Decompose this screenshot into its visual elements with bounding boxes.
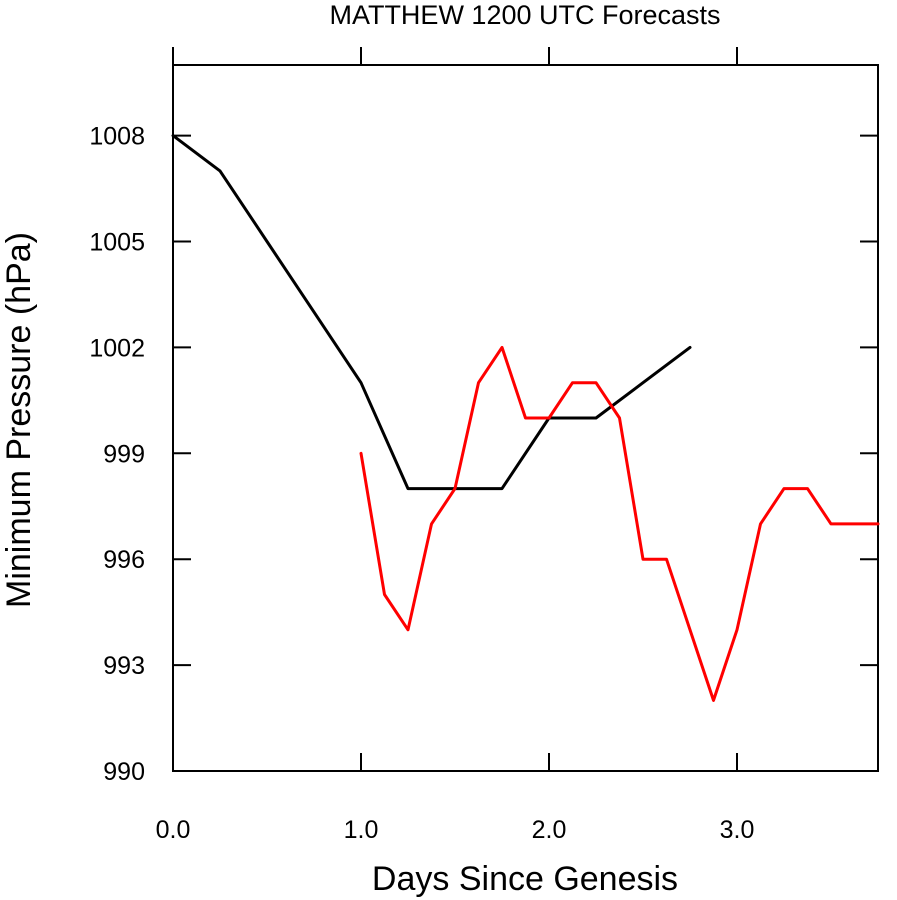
y-tick-label: 993 — [103, 652, 145, 680]
x-tick-label: 2.0 — [532, 816, 567, 844]
x-axis-title: Days Since Genesis — [372, 860, 678, 898]
series-line-2 — [359, 345, 880, 702]
x-tick-label: 0.0 — [156, 816, 191, 844]
x-tick-label: 3.0 — [720, 816, 755, 844]
y-tick-label: 1008 — [89, 123, 145, 151]
plot-frame — [172, 64, 879, 772]
y-axis-title: Minimum Pressure (hPa) — [0, 232, 38, 608]
y-tick-label: 1002 — [89, 334, 145, 362]
x-axis: 0.0 1.0 2.0 3.0 — [156, 47, 755, 844]
x-tick-label: 1.0 — [344, 816, 379, 844]
series-line-1 — [171, 134, 692, 491]
chart-title: MATTHEW 1200 UTC Forecasts — [329, 0, 720, 30]
y-tick-label: 996 — [103, 546, 145, 574]
y-tick-label: 990 — [103, 758, 145, 786]
y-axis: 990 993 996 999 1002 1005 1008 — [89, 123, 878, 786]
series-group — [171, 134, 880, 702]
y-tick-label: 1005 — [89, 229, 145, 257]
y-tick-label: 999 — [103, 440, 145, 468]
